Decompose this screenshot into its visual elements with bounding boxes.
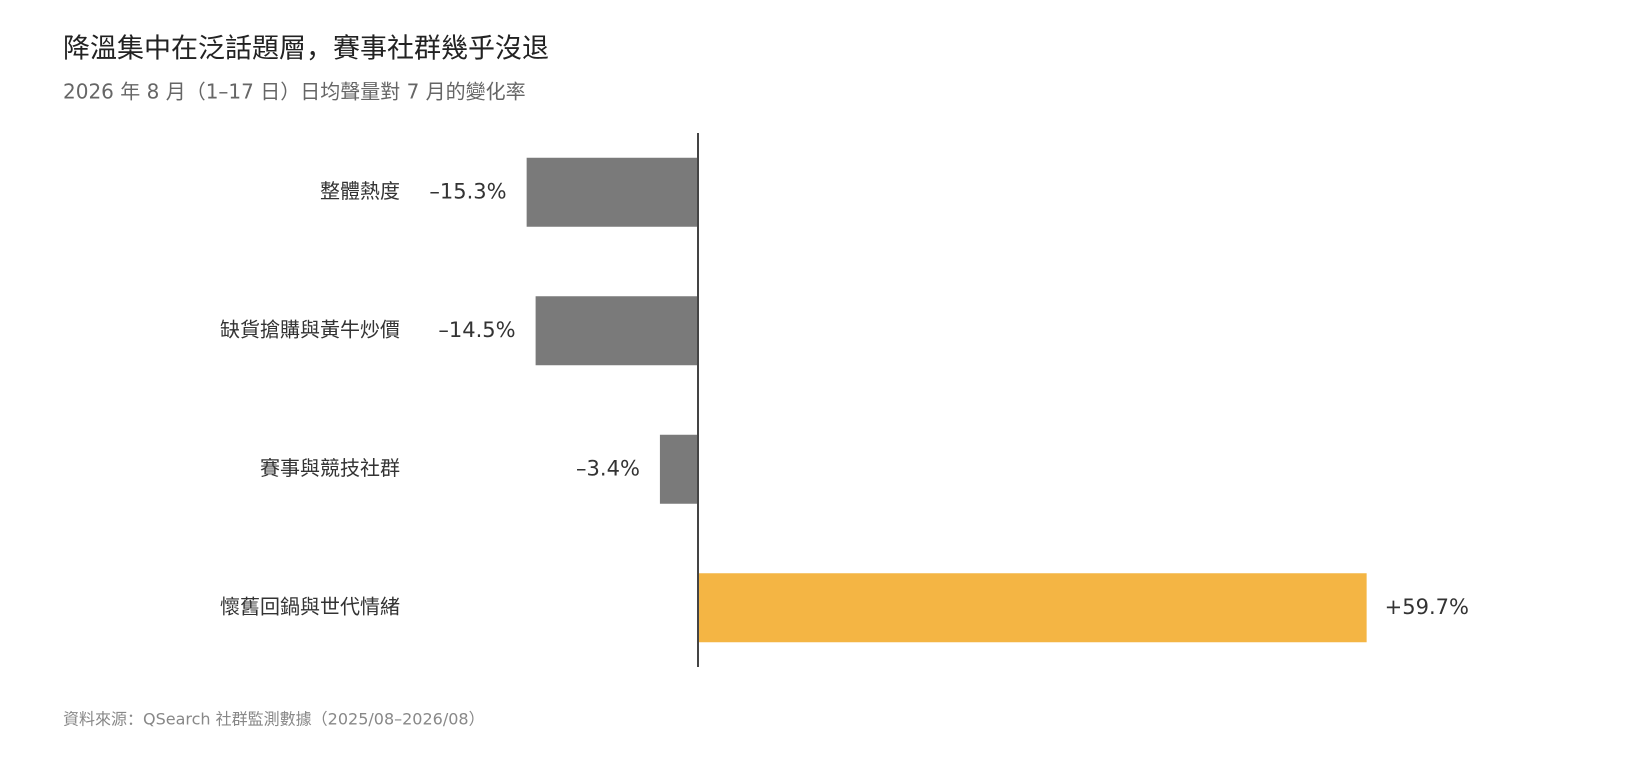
value-label: –3.4%	[576, 456, 640, 480]
chart-subtitle: 2026 年 8 月（1–17 日）日均聲量對 7 月的變化率	[63, 80, 526, 104]
category-label: 懷舊回鍋與世代情緒	[220, 594, 400, 618]
bar	[698, 573, 1367, 643]
bar	[535, 296, 698, 366]
value-label: +59.7%	[1385, 595, 1469, 619]
value-label: –14.5%	[438, 318, 515, 342]
category-label: 整體熱度	[320, 179, 400, 203]
category-label: 賽事與競技社群	[260, 456, 400, 480]
source-note: 資料來源：QSearch 社群監測數據（2025/08–2026/08）	[63, 710, 485, 729]
chart-title: 降溫集中在泛話題層，賽事社群幾乎沒退	[63, 34, 549, 65]
bar	[659, 434, 698, 504]
value-label: –15.3%	[429, 179, 506, 203]
category-label: 缺貨搶購與黃牛炒價	[220, 317, 400, 341]
bar	[526, 157, 698, 227]
